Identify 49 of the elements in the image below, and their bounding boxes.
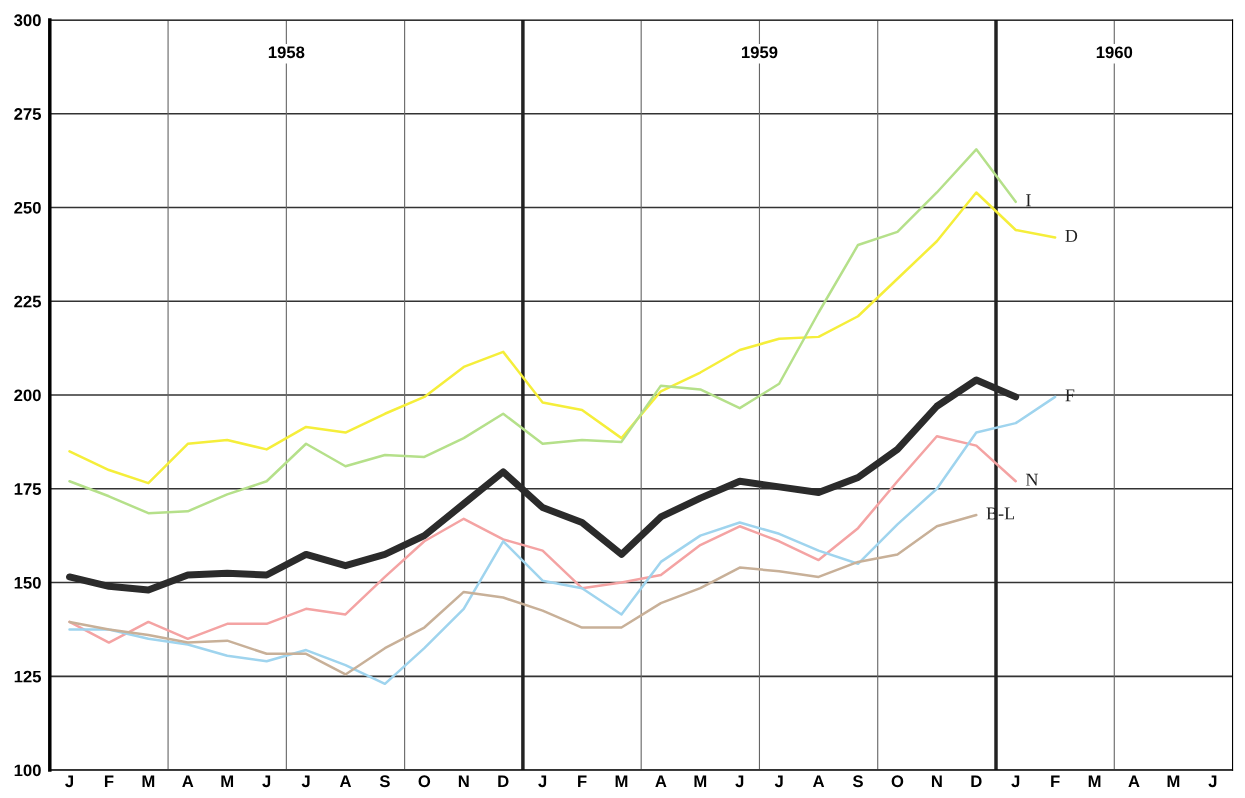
x-tick-label: J <box>538 775 547 788</box>
line-series <box>68 395 1057 686</box>
x-tick-label: F <box>578 775 587 788</box>
series-label: D <box>1065 230 1078 242</box>
x-tick-label: M <box>694 775 707 788</box>
x-tick-label: M <box>221 775 234 788</box>
x-tick-label: N <box>458 775 469 788</box>
x-tick-label: A <box>182 775 194 788</box>
x-tick-label: N <box>931 775 942 788</box>
y-tick-label: 300 <box>14 14 41 27</box>
y-tick-label: 250 <box>14 201 41 214</box>
x-tick-label: A <box>812 775 825 788</box>
y-tick-label: 125 <box>14 670 42 683</box>
y-tick-label: 275 <box>14 108 42 120</box>
x-tick-label: J <box>262 775 271 788</box>
y-tick-label: 225 <box>14 295 42 308</box>
x-tick-label: A <box>655 775 667 788</box>
x-tick-label: O <box>418 775 431 788</box>
y-tick-label: 150 <box>14 576 41 589</box>
x-tick-label: O <box>891 775 904 788</box>
x-tick-label: F <box>104 775 114 788</box>
x-tick-label: A <box>1128 775 1140 788</box>
x-tick-label: J <box>1208 775 1217 788</box>
annotation: 1959 <box>741 46 778 59</box>
x-tick-label: J <box>301 775 310 788</box>
x-tick-label: M <box>1088 775 1101 788</box>
x-tick-label: A <box>339 775 352 788</box>
y-tick-label: 100 <box>14 764 41 777</box>
annotation: 1958 <box>268 46 305 59</box>
x-tick-label: S <box>379 775 390 788</box>
x-tick-label: J <box>1011 775 1020 788</box>
x-tick-label: D <box>498 775 509 788</box>
x-tick-label: D <box>971 775 982 788</box>
x-tick-label: M <box>1167 775 1180 788</box>
annotation: 1960 <box>1096 46 1133 59</box>
line-series <box>68 435 1017 644</box>
x-tick-label: J <box>735 775 744 788</box>
line-series <box>68 513 978 676</box>
x-tick-label: M <box>142 775 155 788</box>
series-label: I <box>1026 194 1031 207</box>
y-tick-label: 200 <box>14 389 41 402</box>
y-tick-label: 175 <box>14 483 42 495</box>
x-tick-label: M <box>615 775 628 788</box>
x-tick-label: J <box>774 775 783 788</box>
line-series <box>68 191 1057 485</box>
x-tick-label: J <box>65 775 74 788</box>
x-tick-label: F <box>1051 775 1060 788</box>
x-tick-label: S <box>852 775 863 788</box>
series-label: N <box>1025 473 1039 486</box>
